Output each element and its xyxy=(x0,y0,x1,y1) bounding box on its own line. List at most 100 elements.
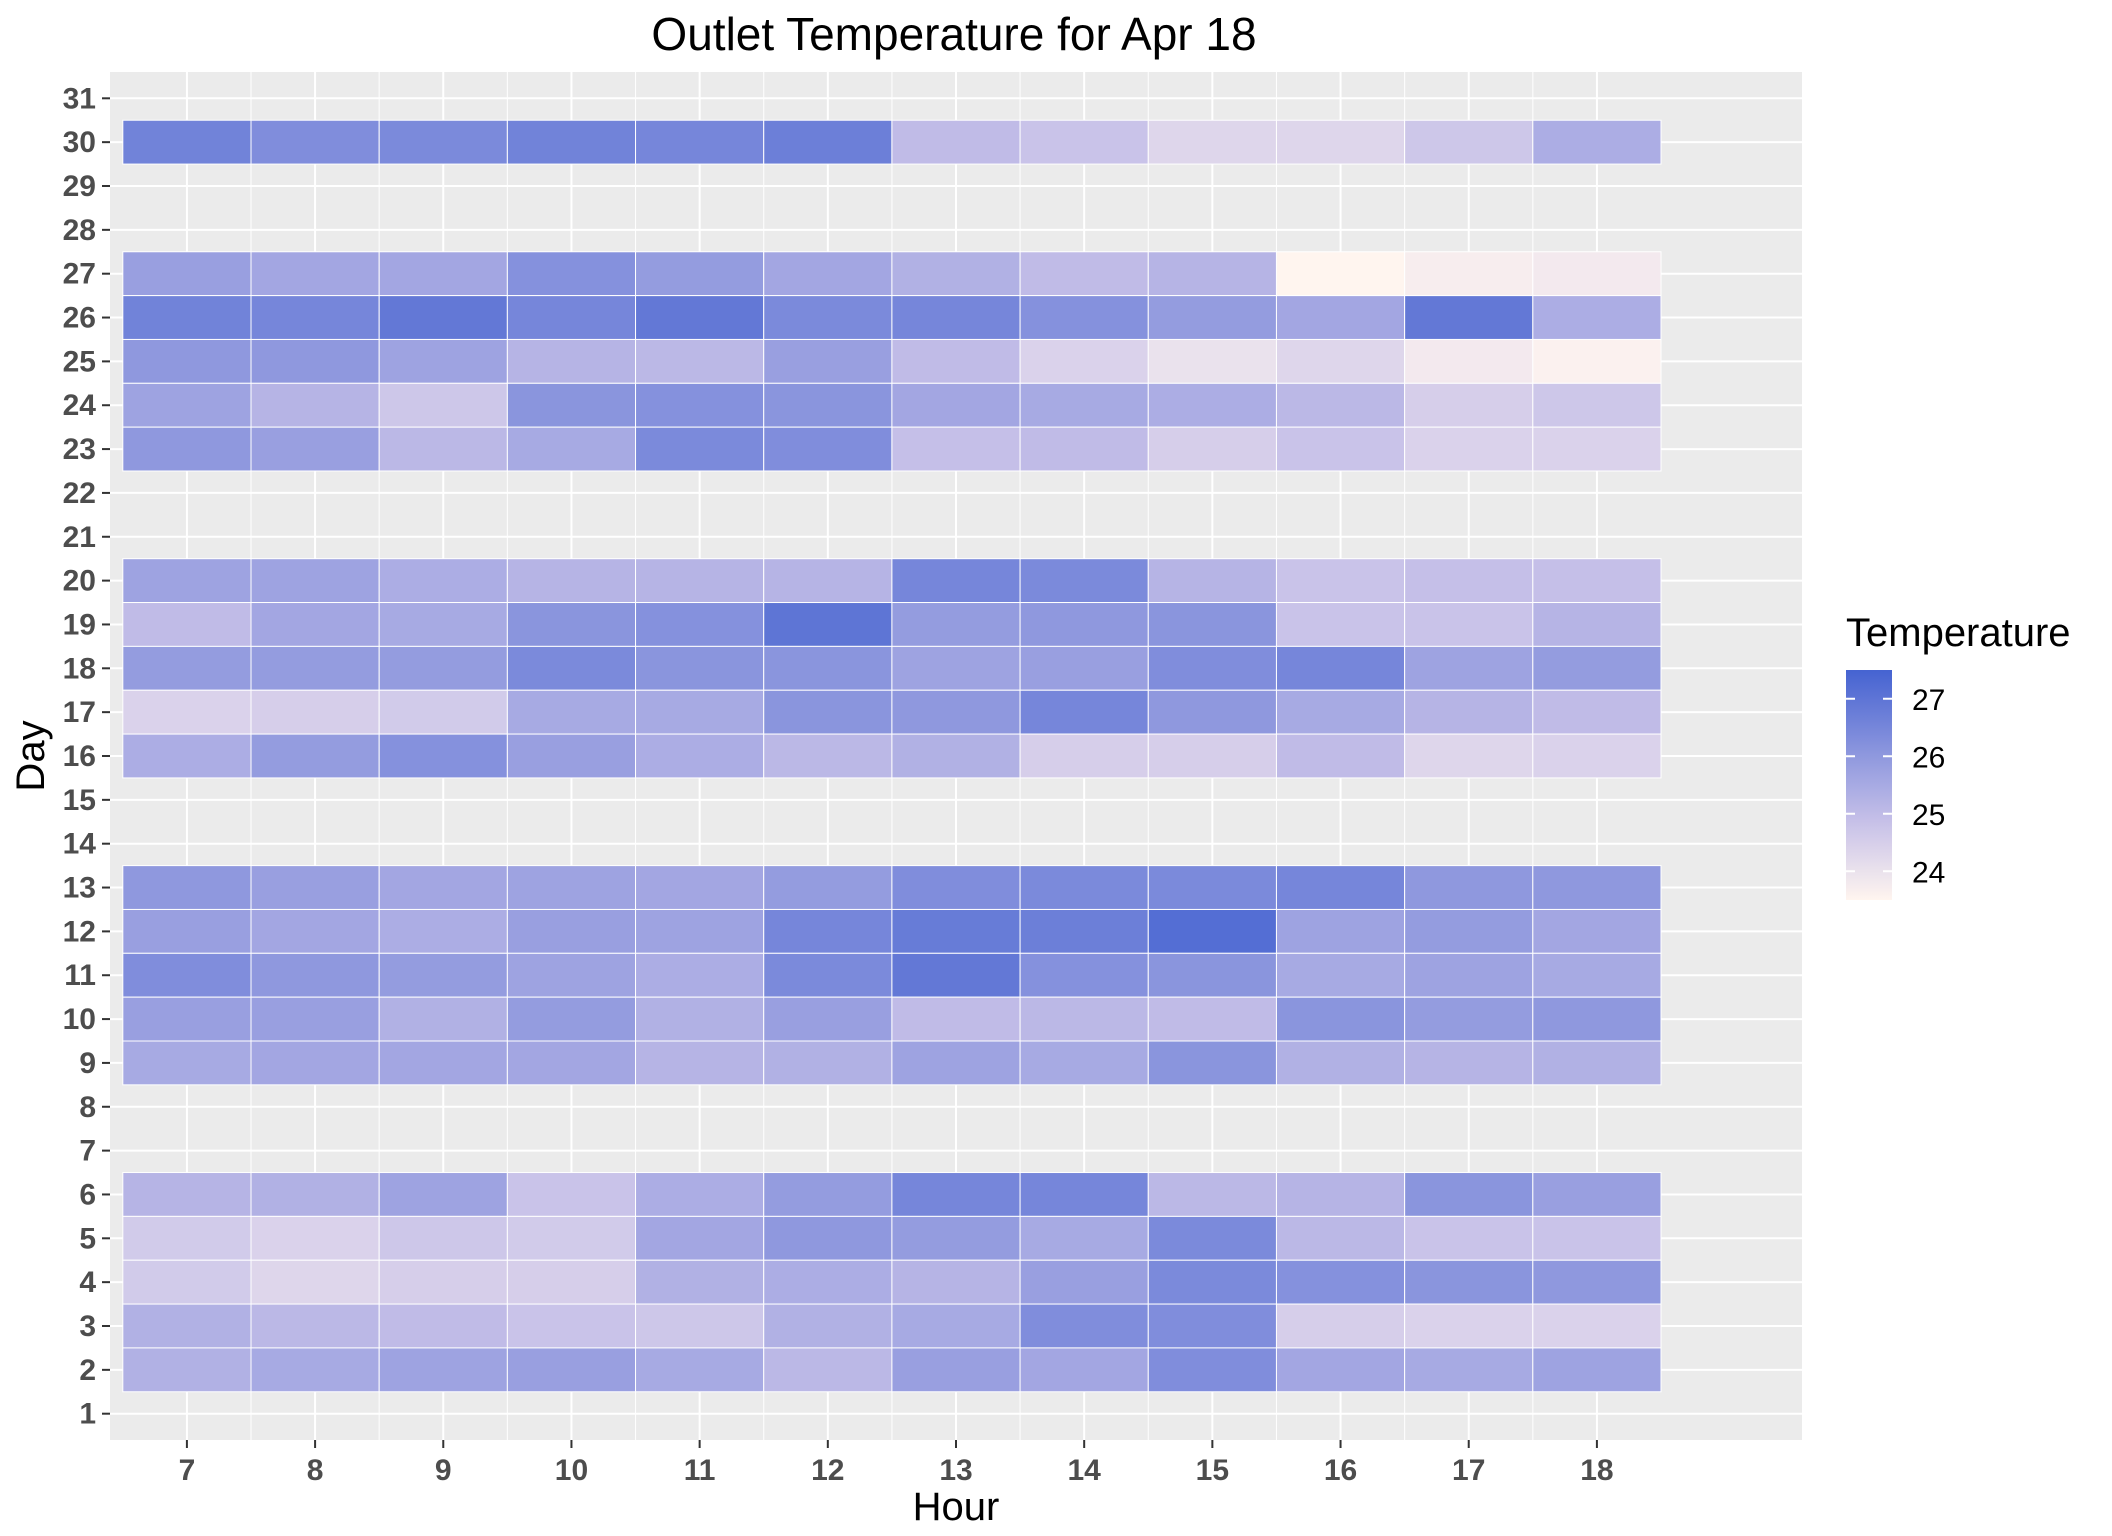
heatmap-tile xyxy=(1532,1347,1662,1393)
heatmap-tile xyxy=(891,1172,1021,1217)
heatmap-tile xyxy=(1147,295,1277,340)
heatmap-tile xyxy=(122,996,252,1042)
heatmap-tile xyxy=(1019,119,1149,165)
heatmap-tile xyxy=(1147,119,1277,165)
heatmap-tile xyxy=(1532,908,1662,954)
heatmap-tile xyxy=(1147,1347,1277,1393)
y-tick-label: 28 xyxy=(63,214,96,247)
heatmap-tile xyxy=(1019,382,1149,428)
heatmap-tile xyxy=(250,426,380,472)
legend-tick-label: 25 xyxy=(1912,799,1945,832)
heatmap-tile xyxy=(1275,1259,1406,1305)
heatmap-tiles xyxy=(122,119,1662,1393)
heatmap-tile xyxy=(122,119,252,165)
legend-title: Temperature xyxy=(1846,611,2071,655)
x-tick-label: 10 xyxy=(555,1454,588,1487)
heatmap-tile xyxy=(1275,1303,1406,1349)
heatmap-tile xyxy=(763,602,893,647)
heatmap-tile xyxy=(635,1040,765,1086)
heatmap-tile xyxy=(506,996,637,1042)
heatmap-tile xyxy=(1019,1303,1149,1349)
heatmap-tile xyxy=(1404,908,1534,954)
heatmap-tile xyxy=(1532,952,1662,998)
heatmap-tile xyxy=(891,1259,1021,1305)
heatmap-tile xyxy=(378,338,508,384)
heatmap-tile xyxy=(1532,602,1662,647)
heatmap-tile xyxy=(891,558,1021,604)
heatmap-tile xyxy=(122,558,252,604)
heatmap-tile xyxy=(250,295,380,340)
legend-tick-label: 27 xyxy=(1912,684,1945,717)
heatmap-tile xyxy=(635,602,765,647)
heatmap-tile xyxy=(891,338,1021,384)
heatmap-tile xyxy=(1404,645,1534,691)
heatmap-tile xyxy=(122,645,252,691)
heatmap-tile xyxy=(1404,338,1534,384)
heatmap-tile xyxy=(250,952,380,998)
heatmap-tile xyxy=(635,1347,765,1393)
heatmap-tile xyxy=(1275,602,1406,647)
heatmap-tile xyxy=(1532,558,1662,604)
heatmap-tile xyxy=(1275,1215,1406,1261)
heatmap-tile xyxy=(763,251,893,297)
heatmap-tile xyxy=(1147,1040,1277,1086)
heatmap-tile xyxy=(122,251,252,297)
heatmap-tile xyxy=(1147,996,1277,1042)
heatmap-tile xyxy=(1275,558,1406,604)
heatmap-tile xyxy=(1404,1215,1534,1261)
heatmap-tile xyxy=(122,1347,252,1393)
heatmap-tile xyxy=(635,952,765,998)
heatmap-tile xyxy=(378,426,508,472)
y-tick-label: 5 xyxy=(79,1222,96,1255)
heatmap-tile xyxy=(250,645,380,691)
heatmap-tile xyxy=(1404,1259,1534,1305)
heatmap-tile xyxy=(1019,558,1149,604)
heatmap-tile xyxy=(1404,295,1534,340)
heatmap-tile xyxy=(891,295,1021,340)
heatmap-tile xyxy=(1404,996,1534,1042)
heatmap-tile xyxy=(1404,382,1534,428)
heatmap-tile xyxy=(891,1303,1021,1349)
heatmap-tile xyxy=(1532,1172,1662,1217)
heatmap-tile xyxy=(1019,733,1149,779)
heatmap-tile xyxy=(635,251,765,297)
heatmap-tile xyxy=(506,1040,637,1086)
y-tick-label: 4 xyxy=(79,1266,96,1299)
heatmap-tile xyxy=(1532,689,1662,735)
y-tick-label: 24 xyxy=(63,389,97,422)
legend-colorbar xyxy=(1846,670,1892,900)
heatmap-tile xyxy=(1275,689,1406,735)
heatmap-tile xyxy=(1147,865,1277,910)
heatmap-tile xyxy=(122,908,252,954)
heatmap-tile xyxy=(1532,338,1662,384)
heatmap-tile xyxy=(122,426,252,472)
x-tick-label: 13 xyxy=(939,1454,972,1487)
heatmap-tile xyxy=(635,996,765,1042)
heatmap-tile xyxy=(1532,996,1662,1042)
heatmap-tile xyxy=(378,1347,508,1393)
heatmap-tile xyxy=(1404,865,1534,910)
heatmap-tile xyxy=(506,1215,637,1261)
heatmap-tile xyxy=(635,865,765,910)
heatmap-tile xyxy=(1532,119,1662,165)
heatmap-tile xyxy=(763,996,893,1042)
x-tick-label: 7 xyxy=(179,1454,196,1487)
heatmap-tile xyxy=(1147,426,1277,472)
heatmap-tile xyxy=(122,865,252,910)
heatmap-tile xyxy=(378,645,508,691)
y-tick-label: 20 xyxy=(63,565,96,598)
heatmap-tile xyxy=(1275,952,1406,998)
heatmap-tile xyxy=(122,1215,252,1261)
heatmap-tile xyxy=(891,1347,1021,1393)
heatmap-tile xyxy=(1147,558,1277,604)
y-tick-label: 29 xyxy=(63,170,96,203)
heatmap-tile xyxy=(378,1303,508,1349)
heatmap-tile xyxy=(1275,119,1406,165)
heatmap-tile xyxy=(1019,645,1149,691)
heatmap-tile xyxy=(1147,1215,1277,1261)
x-tick-label: 16 xyxy=(1324,1454,1357,1487)
heatmap-tile xyxy=(635,689,765,735)
heatmap-tile xyxy=(635,1303,765,1349)
heatmap-tile xyxy=(635,338,765,384)
x-axis-title: Hour xyxy=(913,1485,1000,1529)
